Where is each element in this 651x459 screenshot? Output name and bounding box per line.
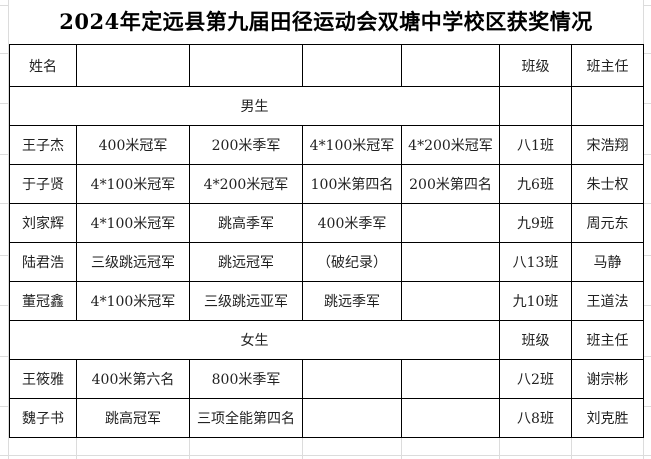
teacher-cell[interactable]: 刘克胜 xyxy=(571,398,644,438)
award-cell[interactable]: 400米冠军 xyxy=(76,125,190,165)
student-name[interactable]: 刘家辉 xyxy=(9,203,77,243)
header-blank[interactable] xyxy=(302,44,402,87)
student-name[interactable]: 王子杰 xyxy=(9,125,77,165)
award-cell[interactable]: 三级跳远亚军 xyxy=(189,281,303,321)
award-cell[interactable]: 4*100米冠军 xyxy=(302,125,402,165)
teacher-cell[interactable]: 谢宗彬 xyxy=(571,359,644,399)
student-name[interactable]: 魏子书 xyxy=(9,398,77,438)
teacher-cell[interactable]: 马静 xyxy=(571,242,644,282)
award-cell[interactable]: 跳远季军 xyxy=(302,281,402,321)
award-cell[interactable]: 三级跳远冠军 xyxy=(76,242,190,282)
girls-class-header[interactable]: 班级 xyxy=(499,320,572,360)
cell-blank[interactable] xyxy=(499,86,572,126)
award-cell[interactable] xyxy=(401,398,500,438)
section-row-boys: 男生 xyxy=(9,86,644,126)
section-label-boys[interactable]: 男生 xyxy=(9,86,500,126)
class-cell[interactable]: 八2班 xyxy=(499,359,572,399)
header-blank[interactable] xyxy=(189,44,303,87)
student-name[interactable]: 于子贤 xyxy=(9,164,77,204)
header-name[interactable]: 姓名 xyxy=(9,44,77,87)
award-cell[interactable]: （破纪录） xyxy=(302,242,402,282)
section-row-girls: 女生 班级 班主任 xyxy=(9,320,644,360)
award-cell[interactable]: 跳高冠军 xyxy=(76,398,190,438)
teacher-cell[interactable]: 王道法 xyxy=(571,281,644,321)
award-cell[interactable]: 800米季军 xyxy=(189,359,303,399)
award-cell[interactable] xyxy=(401,203,500,243)
header-row: 姓名 班级 班主任 xyxy=(9,44,644,87)
award-cell[interactable]: 跳高季军 xyxy=(189,203,303,243)
class-cell[interactable]: 八8班 xyxy=(499,398,572,438)
section-label-girls[interactable]: 女生 xyxy=(9,320,500,360)
table-row: 于子贤 4*100米冠军 4*200米冠军 100米第四名 200米第四名 九6班 朱士权 xyxy=(9,164,644,204)
table-row: 刘家辉 4*100米冠军 跳高季军 400米季军 九9班 周元东 xyxy=(9,203,644,243)
student-name[interactable]: 陆君浩 xyxy=(9,242,77,282)
award-cell[interactable] xyxy=(302,359,402,399)
table-row: 王筱雅 400米第六名 800米季军 八2班 谢宗彬 xyxy=(9,359,644,399)
award-cell[interactable]: 4*200米冠军 xyxy=(189,164,303,204)
cell-blank[interactable] xyxy=(571,86,644,126)
student-name[interactable]: 董冠鑫 xyxy=(9,281,77,321)
class-cell[interactable]: 九6班 xyxy=(499,164,572,204)
award-cell[interactable] xyxy=(401,359,500,399)
teacher-cell[interactable]: 朱士权 xyxy=(571,164,644,204)
award-cell[interactable] xyxy=(302,398,402,438)
table-row: 王子杰 400米冠军 200米季军 4*100米冠军 4*200米冠军 八1班 宋浩翔 xyxy=(9,125,644,165)
award-cell[interactable]: 4*100米冠军 xyxy=(76,281,190,321)
award-cell[interactable]: 4*100米冠军 xyxy=(76,164,190,204)
award-cell[interactable] xyxy=(401,242,500,282)
table-row: 陆君浩 三级跳远冠军 跳远冠军 （破纪录） 八13班 马静 xyxy=(9,242,644,282)
award-cell[interactable]: 400米第六名 xyxy=(76,359,190,399)
header-blank[interactable] xyxy=(401,44,500,87)
class-cell[interactable]: 八1班 xyxy=(499,125,572,165)
table-row: 董冠鑫 4*100米冠军 三级跳远亚军 跳远季军 九10班 王道法 xyxy=(9,281,644,321)
award-cell[interactable]: 100米第四名 xyxy=(302,164,402,204)
award-cell[interactable]: 4*200米冠军 xyxy=(401,125,500,165)
table-row: 魏子书 跳高冠军 三项全能第四名 八8班 刘克胜 xyxy=(9,398,644,438)
header-teacher[interactable]: 班主任 xyxy=(571,44,644,87)
header-class[interactable]: 班级 xyxy=(499,44,572,87)
award-cell[interactable] xyxy=(401,281,500,321)
award-cell[interactable]: 跳远冠军 xyxy=(189,242,303,282)
award-cell[interactable]: 200米第四名 xyxy=(401,164,500,204)
award-cell[interactable]: 4*100米冠军 xyxy=(76,203,190,243)
class-cell[interactable]: 九9班 xyxy=(499,203,572,243)
class-cell[interactable]: 八13班 xyxy=(499,242,572,282)
teacher-cell[interactable]: 周元东 xyxy=(571,203,644,243)
award-cell[interactable]: 200米季军 xyxy=(189,125,303,165)
awards-table: 姓名 班级 班主任 男生 王子杰 400米冠军 200米季军 4*100米冠军 4*20… xyxy=(9,44,644,438)
sheet-title: 2024年定远县第九届田径运动会双塘中学校区获奖情况 xyxy=(9,0,643,44)
award-cell[interactable]: 400米季军 xyxy=(302,203,402,243)
student-name[interactable]: 王筱雅 xyxy=(9,359,77,399)
header-blank[interactable] xyxy=(76,44,190,87)
award-cell[interactable]: 三项全能第四名 xyxy=(189,398,303,438)
girls-teacher-header[interactable]: 班主任 xyxy=(571,320,644,360)
class-cell[interactable]: 九10班 xyxy=(499,281,572,321)
teacher-cell[interactable]: 宋浩翔 xyxy=(571,125,644,165)
